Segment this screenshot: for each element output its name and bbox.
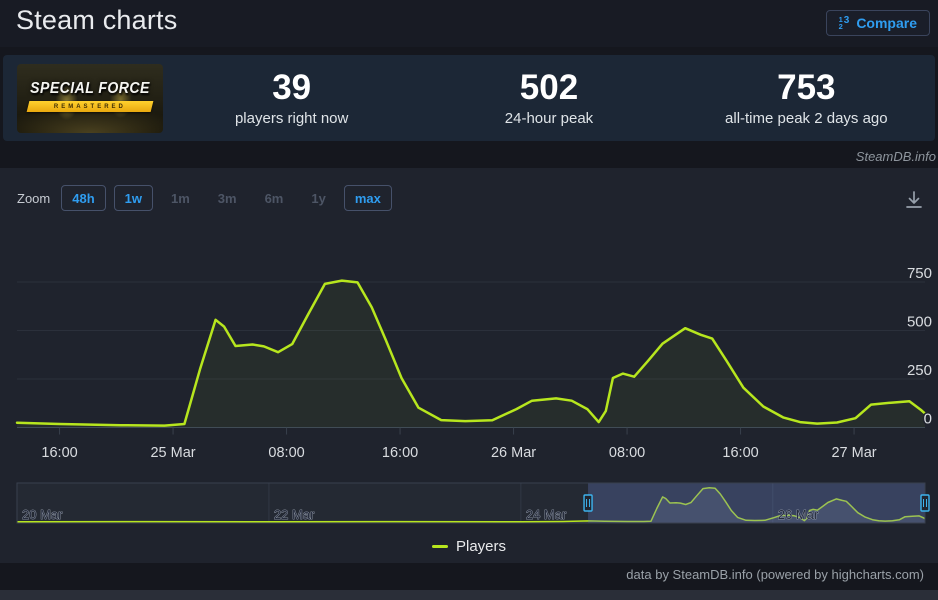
x-axis-label: 08:00 (609, 445, 645, 461)
stat-label: players right now (234, 110, 349, 128)
range-button-48h[interactable]: 48h (61, 185, 106, 211)
compare-button-label: Compare (856, 15, 917, 31)
zoom-label: Zoom (17, 190, 51, 206)
navigator-track[interactable] (17, 483, 925, 523)
stat-label: 24-hour peak (504, 110, 594, 128)
y-axis-label: 750 (907, 265, 932, 282)
range-button-max[interactable]: max (343, 185, 392, 211)
navigator-right-handle[interactable] (920, 494, 930, 512)
y-axis-label: 250 (907, 362, 932, 379)
x-axis-label: 26 Mar (491, 445, 536, 461)
navigator-label: 22 Mar (274, 507, 315, 522)
navigator-selected-range[interactable] (588, 483, 925, 523)
steamdb-watermark: SteamDB.info (855, 149, 936, 164)
download-icon (906, 191, 922, 208)
legend-item-players[interactable]: Players (431, 538, 507, 555)
navigator-area (17, 487, 925, 523)
download-chart-button[interactable] (902, 188, 926, 212)
page-title: Steam charts (16, 5, 178, 35)
navigator-label: 24 Mar (526, 507, 567, 522)
game-capsule[interactable]: SPECIAL FORCE REMASTERED (17, 63, 163, 133)
chart-credits-link[interactable]: data by SteamDB.info (powered by highcha… (626, 567, 924, 582)
x-axis-label: 25 Mar (150, 445, 195, 461)
navigator-left-handle[interactable] (583, 494, 593, 512)
players-chart[interactable]: 16:00 25 Mar 08:00 16:00 26 Mar 08:00 16:00 27 … (0, 168, 938, 528)
y-axis-label: 500 (907, 314, 932, 331)
stat-players-now: 39 players right now (163, 67, 420, 128)
legend-label: Players (455, 538, 507, 555)
stat-value: 502 (519, 67, 579, 107)
chart-legend: Players (0, 538, 938, 555)
navigator-label: 26 Mar (778, 507, 819, 522)
x-axis-label: 16:00 (722, 445, 758, 461)
stat-value: 753 (777, 67, 836, 107)
stat-label: all-time peak 2 days ago (725, 110, 888, 128)
game-capsule-title: SPECIAL FORCE (30, 79, 150, 97)
game-capsule-subtitle: REMASTERED (26, 100, 154, 112)
x-axis-label: 16:00 (382, 445, 418, 461)
range-button-1y[interactable]: 1y (301, 185, 335, 211)
range-button-6m[interactable]: 6m (255, 185, 294, 211)
stats-bar: SPECIAL FORCE REMASTERED 39 players righ… (3, 55, 935, 141)
stat-alltime-peak: 753 all-time peak 2 days ago (678, 67, 935, 128)
stat-value: 39 (272, 67, 312, 107)
range-button-1w[interactable]: 1w (113, 185, 153, 211)
legend-line-icon (431, 545, 448, 548)
x-axis-label: 27 Mar (831, 445, 876, 461)
x-axis-label: 16:00 (41, 445, 77, 461)
y-axis-label: 0 (924, 411, 932, 428)
next-section-edge (0, 590, 938, 600)
players-area (17, 280, 925, 428)
navigator-label: 20 Mar (22, 507, 63, 522)
players-line (15, 279, 927, 427)
range-button-3m[interactable]: 3m (208, 185, 247, 211)
stat-24h-peak: 502 24-hour peak (420, 67, 677, 128)
chart-panel: 16:00 25 Mar 08:00 16:00 26 Mar 08:00 16:00 27 … (0, 168, 938, 563)
navigator-line (16, 487, 926, 523)
zoom-toolbar: Zoom 48h 1w 1m 3m 6m 1y max (17, 184, 392, 212)
x-axis-label: 08:00 (268, 445, 304, 461)
range-button-1m[interactable]: 1m (161, 185, 200, 211)
